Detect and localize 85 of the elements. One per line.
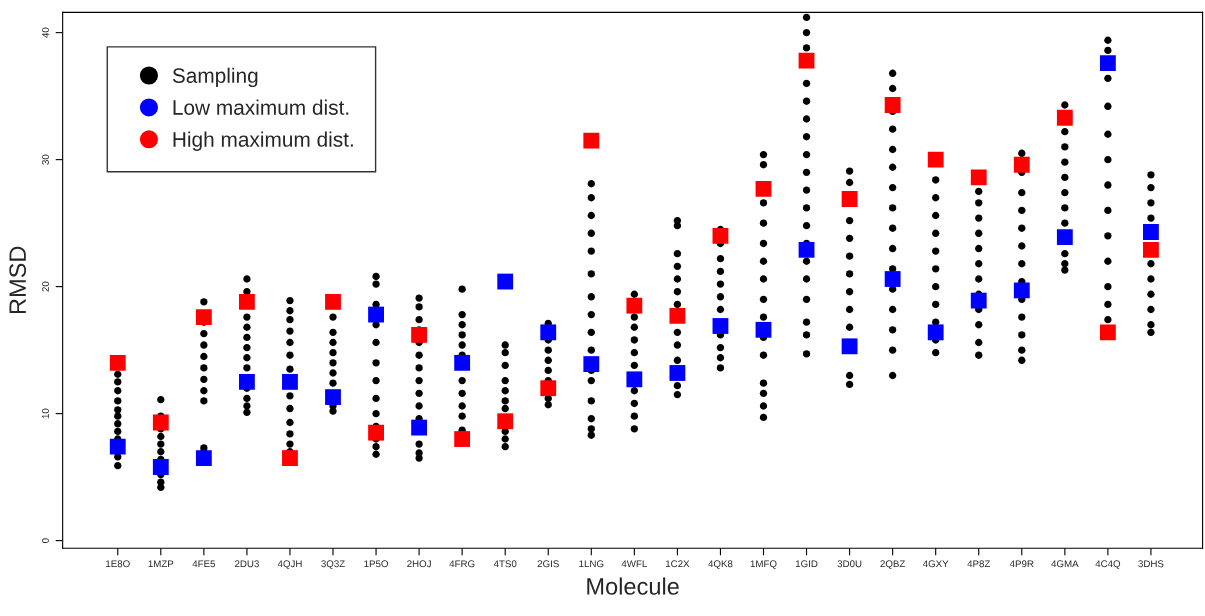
y-tick-label: 0	[42, 538, 49, 543]
point	[798, 241, 815, 258]
point	[195, 450, 212, 466]
point	[1056, 109, 1073, 126]
point	[1099, 324, 1116, 341]
point	[282, 450, 298, 466]
x-tick-label: 1MZP	[148, 560, 174, 568]
point	[497, 273, 514, 290]
point	[798, 52, 815, 69]
x-tick-label: 1C2X	[665, 560, 690, 568]
point	[282, 373, 298, 390]
y-tick-label: 30	[42, 154, 49, 165]
point	[368, 306, 384, 323]
point	[669, 365, 686, 381]
point	[325, 389, 341, 406]
x-tick-label: 1MFQ	[750, 560, 777, 569]
point	[1013, 156, 1030, 173]
point	[669, 307, 686, 324]
point	[712, 318, 729, 334]
point	[583, 356, 600, 373]
point	[238, 293, 255, 310]
point	[755, 180, 772, 197]
point	[540, 380, 557, 397]
x-tick-label: 1E8O	[106, 560, 130, 568]
point	[884, 97, 901, 113]
point	[970, 169, 987, 186]
point	[411, 419, 428, 436]
x-tick-label: 4P8Z	[967, 560, 991, 568]
x-tick-label: 4GMA	[1051, 560, 1079, 568]
point	[454, 431, 471, 447]
point	[1099, 55, 1116, 72]
x-tick-label: 4FE5	[192, 560, 216, 568]
x-tick-label: 3D0U	[837, 560, 862, 568]
legend-label: Low maximum dist.	[173, 99, 349, 115]
point	[970, 292, 987, 309]
x-tick-label: 2GIS	[537, 560, 559, 568]
x-axis-title: Molecule	[587, 577, 679, 595]
y-tick-label: 10	[42, 408, 49, 419]
y-tick-label: 40	[42, 27, 49, 38]
point	[1143, 224, 1159, 240]
point	[411, 326, 428, 343]
point	[626, 297, 643, 314]
x-tick-label: 4P9R	[1009, 560, 1034, 568]
x-tick-label: 4QK8	[708, 560, 733, 569]
point	[152, 414, 169, 431]
point	[109, 354, 126, 371]
point	[1013, 282, 1030, 299]
legend-label: High maximum dist.	[173, 131, 353, 151]
point	[884, 271, 901, 287]
point	[927, 151, 944, 168]
y-axis-title: RMSD	[9, 246, 27, 314]
x-tick-label: 1LNG	[579, 560, 604, 568]
point	[325, 293, 341, 310]
point	[497, 413, 514, 430]
x-tick-label: 2DU3	[234, 560, 259, 568]
x-tick-label: 3DHS	[1138, 560, 1164, 568]
x-tick-label: 3Q3Z	[321, 560, 345, 569]
point	[540, 324, 557, 341]
point	[238, 373, 255, 390]
point	[1143, 241, 1159, 258]
x-tick-label: 1P5O	[364, 560, 389, 568]
point	[583, 132, 600, 149]
x-tick-label: 4WFL	[621, 560, 647, 568]
x-tick-label: 4TS0	[493, 560, 517, 568]
point	[195, 309, 212, 326]
point	[152, 459, 169, 475]
x-tick-label: 2QBZ	[880, 560, 906, 569]
point	[368, 424, 384, 441]
point	[109, 438, 126, 455]
point	[755, 321, 772, 338]
legend-label: Sampling	[172, 67, 258, 88]
point	[626, 371, 643, 388]
point	[1056, 229, 1073, 246]
point	[841, 191, 858, 207]
point	[841, 338, 858, 355]
x-tick-label: 4GXY	[922, 560, 949, 568]
point	[454, 354, 471, 371]
x-tick-label: 4C4Q	[1095, 560, 1121, 569]
x-tick-label: 4FRG	[449, 560, 475, 568]
y-tick-label: 20	[42, 281, 49, 292]
x-tick-label: 1GID	[795, 560, 818, 568]
point	[712, 227, 729, 244]
x-tick-label: 4QJH	[277, 560, 302, 569]
point	[927, 324, 944, 341]
x-tick-label: 2HOJ	[407, 560, 431, 568]
